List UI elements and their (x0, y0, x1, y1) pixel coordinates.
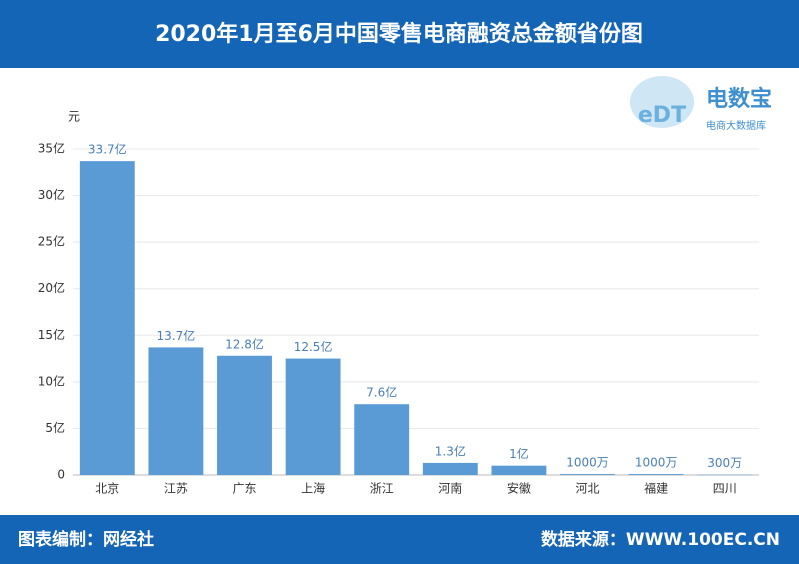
y-tick-label: 10亿 (38, 373, 65, 388)
x-tick-label: 安徽 (507, 481, 531, 496)
chart-title: 2020年1月至6月中国零售电商融资总金额省份图 (155, 21, 643, 47)
x-tick-label: 北京 (95, 482, 119, 496)
logo-mark: eDT (638, 103, 686, 128)
x-tick-label: 河北 (575, 482, 599, 496)
header (0, 0, 799, 68)
bar (491, 465, 547, 475)
x-tick-label: 福建 (644, 481, 668, 496)
value-label: 13.7亿 (157, 328, 196, 343)
footer-left: 图表编制：网经社 (18, 529, 154, 550)
bar (560, 474, 615, 475)
logo-tagline: 电商大数据库 (706, 119, 766, 132)
value-label: 1000万 (635, 456, 678, 470)
value-label: 1000万 (566, 456, 609, 470)
logo: eDT 电数宝 电商大数据库 (630, 76, 772, 132)
y-unit: 元 (68, 110, 80, 124)
x-tick-label: 浙江 (370, 482, 394, 496)
bar (354, 404, 410, 475)
value-label: 300万 (707, 456, 742, 470)
y-tick-label: 0 (57, 468, 65, 482)
value-label: 1亿 (509, 446, 529, 461)
y-tick-label: 30亿 (38, 187, 65, 202)
footer (0, 515, 799, 564)
bar (217, 355, 272, 475)
x-tick-label: 上海 (301, 481, 325, 496)
logo-cloud (630, 76, 694, 128)
bar (148, 347, 204, 475)
bar (285, 358, 341, 475)
x-tick-label: 广东 (232, 482, 256, 496)
y-tick-label: 15亿 (38, 327, 65, 342)
y-tick-label: 35亿 (38, 141, 65, 156)
value-label: 12.5亿 (294, 339, 333, 354)
bar (628, 474, 684, 475)
bar (697, 474, 753, 476)
x-tick-label: 四川 (713, 482, 737, 496)
value-label: 12.8亿 (225, 336, 264, 351)
value-label: 7.6亿 (366, 385, 397, 400)
x-tick-label: 河南 (438, 481, 462, 496)
y-tick-label: 25亿 (38, 234, 65, 249)
value-label: 33.7亿 (88, 142, 127, 157)
y-tick-label: 20亿 (38, 280, 65, 295)
x-tick-label: 江苏 (164, 482, 188, 496)
value-label: 1.3亿 (435, 443, 466, 458)
footer-right: 数据来源：WWW.100EC.CN (541, 529, 780, 550)
y-tick-label: 5亿 (45, 420, 65, 435)
logo-name: 电数宝 (706, 86, 772, 112)
bar (422, 462, 478, 475)
bar (79, 161, 135, 475)
